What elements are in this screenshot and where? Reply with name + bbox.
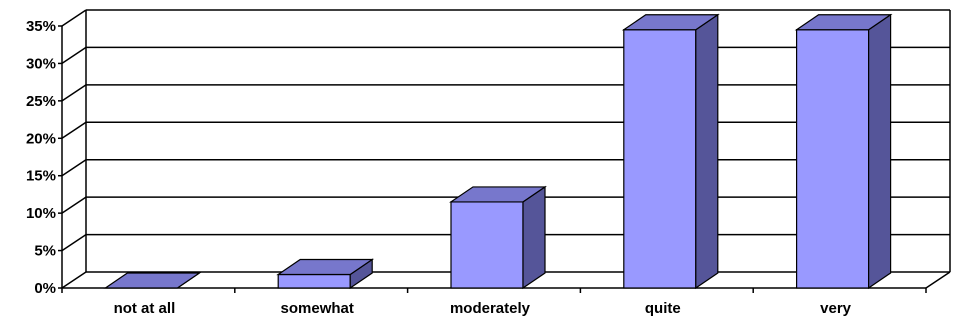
y-tick-label: 30%	[26, 55, 56, 72]
y-tick-label: 20%	[26, 130, 56, 147]
bar	[621, 13, 720, 290]
x-category-label: somewhat	[281, 300, 354, 317]
side-wall-gridline	[61, 46, 87, 65]
bar-top	[621, 14, 720, 31]
bar	[103, 272, 202, 289]
bar-side	[867, 13, 892, 290]
bar	[276, 258, 375, 290]
bar-front	[795, 29, 870, 289]
side-wall-gridline	[61, 121, 87, 139]
side-wall-gridline	[61, 271, 87, 289]
bar-top	[794, 14, 893, 31]
bar-top	[449, 186, 547, 203]
bar-top	[276, 258, 375, 276]
x-axis-labels: not at all somewhat moderately quite very	[114, 300, 852, 317]
side-wall-gridline	[61, 9, 87, 27]
bar	[794, 13, 893, 290]
bars	[103, 13, 893, 290]
bar-front	[277, 273, 351, 289]
bar	[449, 185, 547, 290]
y-tick-label: 10%	[26, 205, 56, 222]
bar-side	[522, 185, 546, 290]
x-category-label: very	[820, 300, 852, 317]
y-tick-label: 15%	[26, 168, 56, 185]
y-tick-label: 25%	[26, 93, 56, 110]
bar-front	[623, 29, 697, 289]
bar-front	[450, 201, 524, 289]
side-wall-gridline	[61, 159, 87, 177]
x-category-label: not at all	[114, 300, 176, 317]
y-axis-ticks: 0% 5% 10% 15% 20% 25% 30% 35%	[26, 18, 62, 297]
floor-right-edge	[925, 271, 951, 289]
side-wall-gridline	[61, 196, 87, 214]
x-category-label: moderately	[450, 300, 531, 317]
y-tick-label: 35%	[26, 18, 56, 35]
y-tick-label: 0%	[34, 280, 56, 297]
side-wall-gridline	[61, 84, 87, 102]
y-tick-label: 5%	[34, 243, 56, 260]
bar-side	[695, 13, 719, 290]
x-category-label: quite	[645, 300, 681, 317]
side-wall-gridline	[61, 233, 87, 252]
bar-top	[103, 272, 202, 289]
